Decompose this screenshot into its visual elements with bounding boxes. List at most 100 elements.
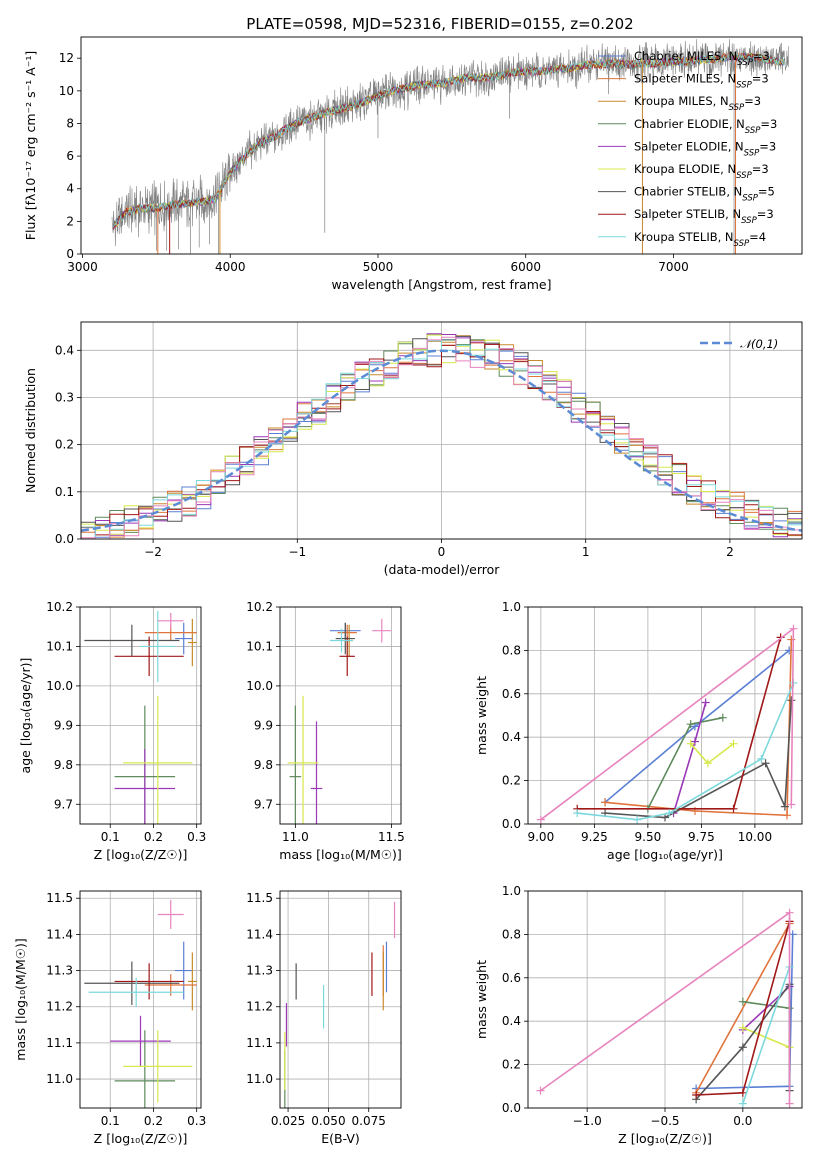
series-marker xyxy=(787,696,796,705)
y-tick-label: 0.2 xyxy=(502,1058,521,1072)
plot-area xyxy=(536,624,798,824)
x-tick-label: 6000 xyxy=(510,260,541,274)
legend-entry: Chabrier MILES, NSSP=3 xyxy=(634,49,770,68)
x-tick-label: 11.0 xyxy=(282,830,309,844)
y-tick-label: 11.1 xyxy=(246,1036,273,1050)
x-tick-label: 2 xyxy=(726,545,734,559)
y-tick-label: 9.8 xyxy=(54,758,73,772)
y-tick-label: 0.1 xyxy=(55,485,74,499)
x-tick-label: 0.3 xyxy=(187,1114,206,1128)
series-marker xyxy=(738,1043,747,1052)
y-axis-label: age [log₁₀(age/yr)] xyxy=(18,658,33,774)
y-axis-label: mass [log₁₀(M/M☉)] xyxy=(13,938,28,1060)
x-tick-label: 1 xyxy=(582,545,590,559)
series-line-salpeter_miles xyxy=(695,923,791,1094)
series-marker xyxy=(690,737,699,746)
x-axis-label: age [log₁₀(age/yr)] xyxy=(607,847,723,862)
x-tick-label: 0.1 xyxy=(101,1114,120,1128)
spectrum-panel: 3000 4000 5000 6000 7000 0 2 4 6 8 10 12 wavelength … xyxy=(23,36,803,292)
axes-frame xyxy=(527,890,803,1109)
series-marker xyxy=(738,1099,747,1108)
y-tick-label: 1.0 xyxy=(502,600,521,614)
x-tick-label: 0.3 xyxy=(187,830,206,844)
plot-area xyxy=(84,900,197,1108)
x-tick-label: 9.75 xyxy=(688,830,715,844)
y-tick-label: 10.0 xyxy=(46,679,73,693)
x-tick-label: 0 xyxy=(438,545,446,559)
series-marker xyxy=(703,759,712,768)
age-vs-mass-panel: 11.0 11.5 9.7 9.8 9.9 10.0 10.1 10.2 mass [log₁₀… xyxy=(246,600,404,862)
y-tick-label: 0.8 xyxy=(502,927,521,941)
x-axis-label: mass [log₁₀(M/M☉)] xyxy=(279,847,401,862)
series-marker xyxy=(633,815,642,824)
x-axis-label: (data-model)/error xyxy=(384,562,501,577)
series-marker xyxy=(776,633,785,642)
y-tick-label: 0.4 xyxy=(55,343,74,357)
series-line-kroupa_stelib xyxy=(742,966,791,1104)
x-tick-label: 4000 xyxy=(215,260,246,274)
legend-entry: Kroupa MILES, NSSP=3 xyxy=(634,94,761,113)
y-axis-label: mass weight xyxy=(474,676,489,755)
model-line-kroupa_stelib xyxy=(113,52,786,228)
x-tick-label: 5000 xyxy=(363,260,394,274)
y-tick-label: 0.4 xyxy=(502,730,521,744)
plot-area xyxy=(287,618,392,824)
x-tick-label: −1 xyxy=(288,545,306,559)
series-marker xyxy=(761,759,770,768)
x-tick-label: 0.2 xyxy=(144,830,163,844)
series-marker xyxy=(536,815,545,824)
series-marker xyxy=(780,802,789,811)
y-tick-label: 11.2 xyxy=(246,1000,273,1014)
x-tick-label: 7000 xyxy=(658,260,689,274)
series-marker xyxy=(701,698,710,707)
histogram-salpeter_stelib xyxy=(81,343,802,536)
series-marker xyxy=(692,1090,701,1099)
y-tick-label: 0 xyxy=(66,247,74,261)
legend-entry: Chabrier ELODIE, NSSP=3 xyxy=(634,117,777,136)
series-line-kroupa_elodie xyxy=(690,743,734,765)
axes-frame xyxy=(527,606,803,825)
y-tick-label: 0.2 xyxy=(55,438,74,452)
y-tick-label: 0.0 xyxy=(55,532,74,546)
series-marker xyxy=(757,754,766,763)
model-line-chabrier_stelib xyxy=(113,51,786,228)
y-tick-label: 0.6 xyxy=(502,687,521,701)
y-tick-label: 11.1 xyxy=(46,1036,73,1050)
series-marker xyxy=(738,1023,747,1032)
plot-area xyxy=(284,901,396,1108)
y-tick-label: 9.7 xyxy=(54,797,73,811)
y-tick-label: 11.2 xyxy=(46,1000,73,1014)
series-marker xyxy=(686,720,695,729)
y-tick-label: 11.4 xyxy=(246,927,273,941)
axes-frame xyxy=(79,890,202,1109)
series-marker xyxy=(738,997,747,1006)
y-tick-label: 9.8 xyxy=(254,758,273,772)
y-axis-label: Flux [fλ10⁻¹⁷ erg cm⁻² s⁻¹ A⁻¹] xyxy=(23,51,38,240)
series-marker xyxy=(665,809,674,818)
x-axis-label: E(B-V) xyxy=(321,1131,360,1146)
legend-entry: Salpeter MILES, NSSP=3 xyxy=(634,72,769,91)
x-axis-label: Z [log₁₀(Z/Z☉)] xyxy=(94,1131,188,1146)
x-axis-label: Z [log₁₀(Z/Z☉)] xyxy=(618,1131,712,1146)
x-tick-label: 0.050 xyxy=(311,1114,345,1128)
series-marker xyxy=(601,798,610,807)
plot-area xyxy=(111,39,789,254)
series-marker xyxy=(785,908,794,917)
mass-vs-Z-panel: 0.1 0.2 0.3 11.0 11.1 11.2 11.3 11.4 11.5 Z [log₁… xyxy=(13,890,206,1146)
y-axis-label: Normed distribution xyxy=(23,368,38,493)
series-marker xyxy=(573,809,582,818)
legend-entry: Chabrier STELIB, NSSP=5 xyxy=(634,185,775,204)
y-tick-label: 10.0 xyxy=(246,679,273,693)
y-tick-label: 11.5 xyxy=(46,891,73,905)
histogram-salpeter_elodie xyxy=(81,333,802,539)
series-line-extra xyxy=(540,627,795,821)
y-tick-label: 9.7 xyxy=(254,797,273,811)
y-tick-label: 6 xyxy=(66,149,74,163)
y-tick-label: 11.3 xyxy=(46,964,73,978)
x-tick-label: 9.50 xyxy=(635,830,662,844)
x-axis-label: wavelength [Angstrom, rest frame] xyxy=(331,277,551,292)
y-tick-label: 10.1 xyxy=(246,639,273,653)
x-tick-label: −1.0 xyxy=(573,1114,602,1128)
y-tick-label: 11.5 xyxy=(246,891,273,905)
x-tick-label: 9.00 xyxy=(527,830,554,844)
